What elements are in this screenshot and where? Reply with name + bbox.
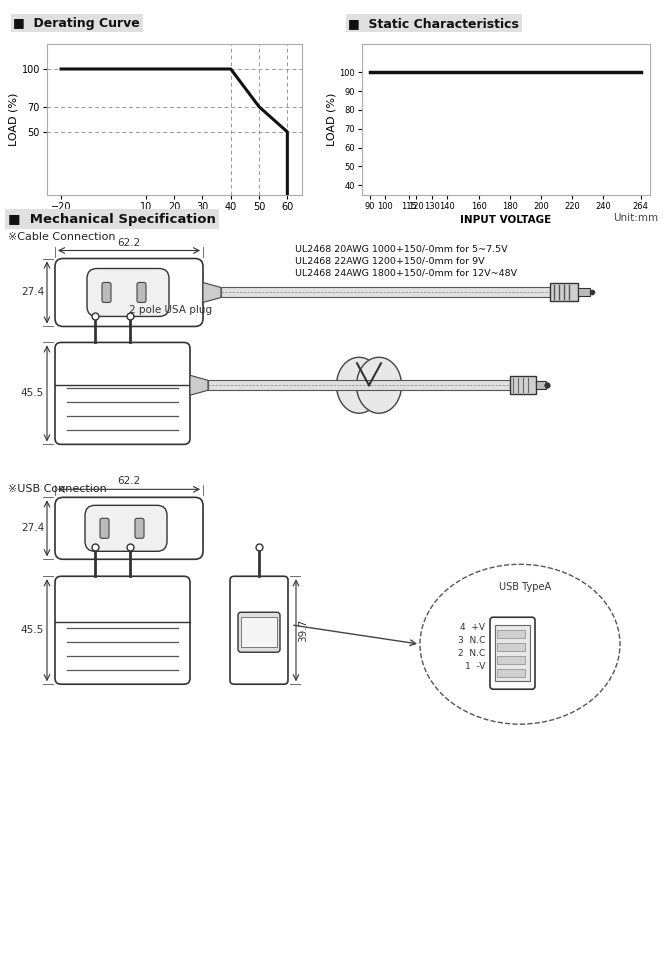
Text: UL2468 22AWG 1200+150/-0mm for 9V: UL2468 22AWG 1200+150/-0mm for 9V [295, 256, 484, 266]
Text: 4  +V: 4 +V [460, 622, 485, 632]
FancyBboxPatch shape [102, 282, 111, 303]
FancyBboxPatch shape [238, 613, 280, 653]
Text: 45.5: 45.5 [21, 625, 44, 635]
Text: UL2468 24AWG 1800+150/-0mm for 12V~48V: UL2468 24AWG 1800+150/-0mm for 12V~48V [295, 269, 517, 278]
Text: ■  Derating Curve: ■ Derating Curve [13, 17, 140, 29]
FancyBboxPatch shape [87, 269, 169, 317]
Bar [536, 381, 546, 390]
Text: Unit:mm: Unit:mm [613, 212, 658, 222]
Polygon shape [336, 357, 381, 413]
Text: 62.2: 62.2 [117, 238, 141, 247]
Text: 3  N.C: 3 N.C [458, 636, 485, 645]
Text: 27.4: 27.4 [21, 287, 44, 297]
FancyBboxPatch shape [137, 282, 146, 303]
Bar [241, 618, 277, 648]
Bar [221, 287, 550, 297]
Text: 27.4: 27.4 [21, 523, 44, 534]
FancyBboxPatch shape [55, 343, 190, 444]
Polygon shape [203, 282, 221, 303]
Bar [510, 376, 536, 394]
FancyBboxPatch shape [55, 498, 203, 559]
X-axis label: Ta (℃): Ta (℃) [156, 216, 192, 226]
Ellipse shape [420, 564, 620, 725]
Text: ■  Static Characteristics: ■ Static Characteristics [348, 17, 519, 29]
Bar [578, 288, 590, 296]
Text: 2 pole USA plug: 2 pole USA plug [129, 306, 212, 316]
Text: 45.5: 45.5 [21, 389, 44, 398]
Text: ※Cable Connection: ※Cable Connection [8, 232, 115, 242]
Bar [208, 380, 510, 391]
Text: ※USB Connection: ※USB Connection [8, 484, 107, 495]
FancyBboxPatch shape [55, 577, 190, 684]
Text: USB TypeA: USB TypeA [499, 582, 551, 592]
Bar [497, 643, 525, 652]
Text: UL2468 20AWG 1000+150/-0mm for 5~7.5V: UL2468 20AWG 1000+150/-0mm for 5~7.5V [295, 244, 508, 253]
Polygon shape [356, 357, 401, 413]
Y-axis label: LOAD (%): LOAD (%) [9, 93, 19, 146]
Text: ■  Mechanical Specification: ■ Mechanical Specification [8, 212, 216, 226]
X-axis label: INPUT VOLTAGE: INPUT VOLTAGE [460, 215, 551, 225]
Bar [550, 283, 578, 302]
Polygon shape [190, 375, 208, 395]
Bar [497, 669, 525, 677]
Bar [497, 656, 525, 664]
Text: 39.7: 39.7 [298, 618, 308, 642]
FancyBboxPatch shape [490, 618, 535, 690]
FancyBboxPatch shape [230, 577, 288, 684]
Y-axis label: LOAD (%): LOAD (%) [326, 93, 336, 146]
Bar [497, 630, 525, 638]
Text: 1  -V: 1 -V [464, 661, 485, 671]
FancyBboxPatch shape [85, 506, 167, 551]
Bar [495, 625, 530, 681]
Text: 2  N.C: 2 N.C [458, 649, 485, 657]
FancyBboxPatch shape [55, 258, 203, 326]
Text: 62.2: 62.2 [117, 476, 141, 486]
FancyBboxPatch shape [135, 518, 144, 539]
FancyBboxPatch shape [100, 518, 109, 539]
